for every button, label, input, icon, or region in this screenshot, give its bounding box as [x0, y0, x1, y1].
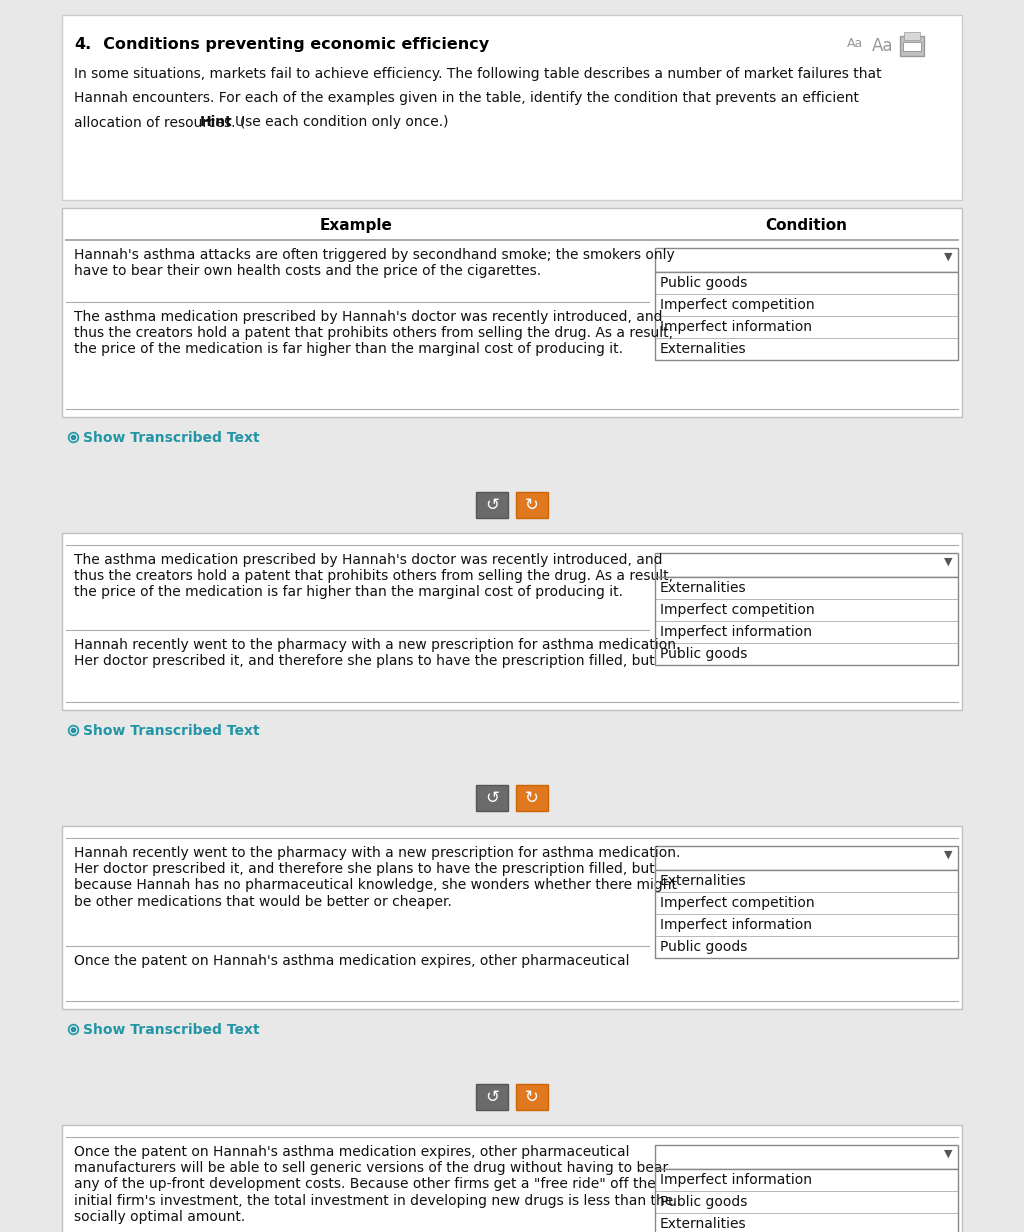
Text: Imperfect information: Imperfect information [660, 320, 812, 334]
Bar [655, 846, 958, 870]
Text: Hint: Hint [200, 115, 232, 129]
Bar [62, 825, 962, 1009]
Text: Example: Example [321, 218, 393, 233]
Text: ↻: ↻ [525, 496, 539, 514]
Bar [476, 785, 508, 811]
Text: allocation of resources. (: allocation of resources. ( [74, 115, 246, 129]
Bar [655, 248, 958, 272]
Text: Imperfect competition: Imperfect competition [660, 602, 815, 617]
Text: Conditions preventing economic efficiency: Conditions preventing economic efficienc… [92, 37, 489, 52]
Bar [655, 870, 958, 958]
Text: Public goods: Public goods [660, 647, 748, 662]
Text: Externalities: Externalities [660, 873, 746, 888]
Text: Imperfect information: Imperfect information [660, 1173, 812, 1186]
Text: ▼: ▼ [944, 850, 952, 860]
Text: Externalities: Externalities [660, 342, 746, 356]
Text: ↺: ↺ [485, 788, 499, 807]
Text: Public goods: Public goods [660, 1195, 748, 1209]
Bar [62, 208, 962, 416]
Text: Show Transcribed Text: Show Transcribed Text [83, 431, 260, 445]
Bar [903, 42, 921, 51]
Bar [476, 1084, 508, 1110]
Bar [655, 294, 958, 315]
Text: ↻: ↻ [525, 788, 539, 807]
Text: In some situations, markets fail to achieve efficiency. The following table desc: In some situations, markets fail to achi… [74, 67, 882, 81]
Text: Imperfect information: Imperfect information [660, 918, 812, 931]
Text: Condition: Condition [766, 218, 848, 233]
Text: Imperfect information: Imperfect information [660, 625, 812, 639]
Text: ▼: ▼ [944, 1149, 952, 1159]
Bar [655, 1169, 958, 1232]
Bar [655, 1145, 958, 1169]
Bar [655, 1169, 958, 1191]
Bar [655, 272, 958, 294]
Text: Aa: Aa [872, 37, 894, 55]
Bar [516, 492, 548, 517]
Text: Externalities: Externalities [660, 1217, 746, 1231]
Text: ↻: ↻ [525, 1088, 539, 1106]
Bar [655, 621, 958, 643]
Text: Imperfect competition: Imperfect competition [660, 896, 815, 910]
Bar [900, 36, 924, 55]
Text: ▼: ▼ [944, 253, 952, 262]
Bar [62, 1125, 962, 1232]
Text: Once the patent on Hannah's asthma medication expires, other pharmaceutical: Once the patent on Hannah's asthma medic… [74, 954, 630, 968]
Bar [62, 533, 962, 710]
Bar [655, 892, 958, 914]
Text: ↺: ↺ [485, 496, 499, 514]
Bar [904, 32, 920, 39]
Text: The asthma medication prescribed by Hannah's doctor was recently introduced, and: The asthma medication prescribed by Hann… [74, 310, 673, 356]
Text: Hannah recently went to the pharmacy with a new prescription for asthma medicati: Hannah recently went to the pharmacy wit… [74, 846, 680, 909]
Text: Externalities: Externalities [660, 582, 746, 595]
Bar [655, 272, 958, 360]
Text: Show Transcribed Text: Show Transcribed Text [83, 1023, 260, 1037]
Text: Show Transcribed Text: Show Transcribed Text [83, 724, 260, 738]
Text: Public goods: Public goods [660, 276, 748, 290]
Text: The asthma medication prescribed by Hannah's doctor was recently introduced, and: The asthma medication prescribed by Hann… [74, 553, 673, 600]
Text: 4.: 4. [74, 37, 91, 52]
Bar [476, 492, 508, 517]
Text: Once the patent on Hannah's asthma medication expires, other pharmaceutical
manu: Once the patent on Hannah's asthma medic… [74, 1145, 673, 1223]
Text: Hannah recently went to the pharmacy with a new prescription for asthma medicati: Hannah recently went to the pharmacy wit… [74, 638, 680, 668]
Bar [655, 643, 958, 665]
Bar [655, 1191, 958, 1214]
Bar [655, 599, 958, 621]
Text: Imperfect competition: Imperfect competition [660, 298, 815, 312]
Bar [655, 936, 958, 958]
Bar [655, 870, 958, 892]
Text: Hannah encounters. For each of the examples given in the table, identify the con: Hannah encounters. For each of the examp… [74, 91, 859, 105]
Bar [516, 785, 548, 811]
Bar [655, 553, 958, 577]
Bar [655, 577, 958, 599]
Text: ↺: ↺ [485, 1088, 499, 1106]
Text: Public goods: Public goods [660, 940, 748, 954]
Text: Aa: Aa [847, 37, 863, 51]
Text: Hannah's asthma attacks are often triggered by secondhand smoke; the smokers onl: Hannah's asthma attacks are often trigge… [74, 248, 675, 278]
Bar [655, 338, 958, 360]
Text: : Use each condition only once.): : Use each condition only once.) [226, 115, 449, 129]
Bar [516, 1084, 548, 1110]
Bar [62, 15, 962, 200]
Text: ▼: ▼ [944, 557, 952, 567]
Bar [655, 577, 958, 665]
Bar [655, 315, 958, 338]
Bar [655, 914, 958, 936]
Bar [655, 1214, 958, 1232]
